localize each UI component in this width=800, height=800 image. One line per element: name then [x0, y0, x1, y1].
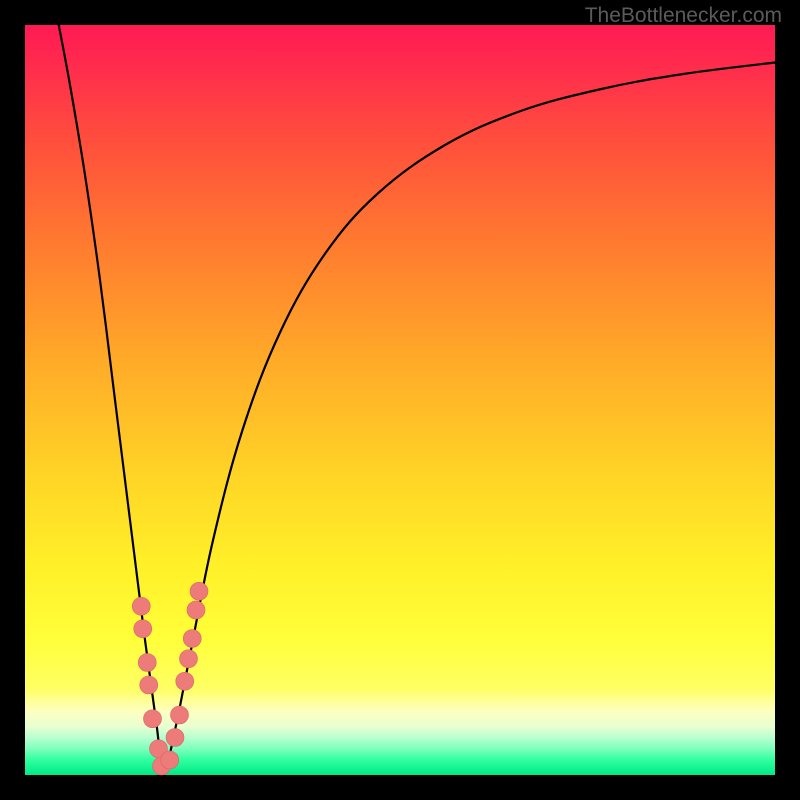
data-marker [132, 597, 150, 615]
data-marker [176, 672, 194, 690]
data-marker [183, 630, 201, 648]
data-marker [187, 601, 205, 619]
data-marker [161, 751, 179, 769]
data-marker [144, 710, 162, 728]
data-marker [180, 650, 198, 668]
watermark-text: TheBottlenecker.com [585, 4, 782, 28]
data-marker [138, 654, 156, 672]
data-marker [171, 706, 189, 724]
data-marker [140, 676, 158, 694]
gradient-background [25, 25, 775, 775]
data-marker [134, 620, 152, 638]
plot-area [25, 25, 775, 775]
data-marker [166, 729, 184, 747]
data-marker [190, 582, 208, 600]
chart-svg [25, 25, 775, 775]
chart-frame: TheBottlenecker.com [0, 0, 800, 800]
